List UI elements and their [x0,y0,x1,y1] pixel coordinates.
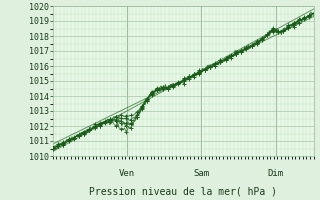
Text: Sam: Sam [193,168,210,178]
Text: Pression niveau de la mer( hPa ): Pression niveau de la mer( hPa ) [89,186,277,196]
Text: Ven: Ven [119,168,135,178]
Text: Dim: Dim [268,168,284,178]
